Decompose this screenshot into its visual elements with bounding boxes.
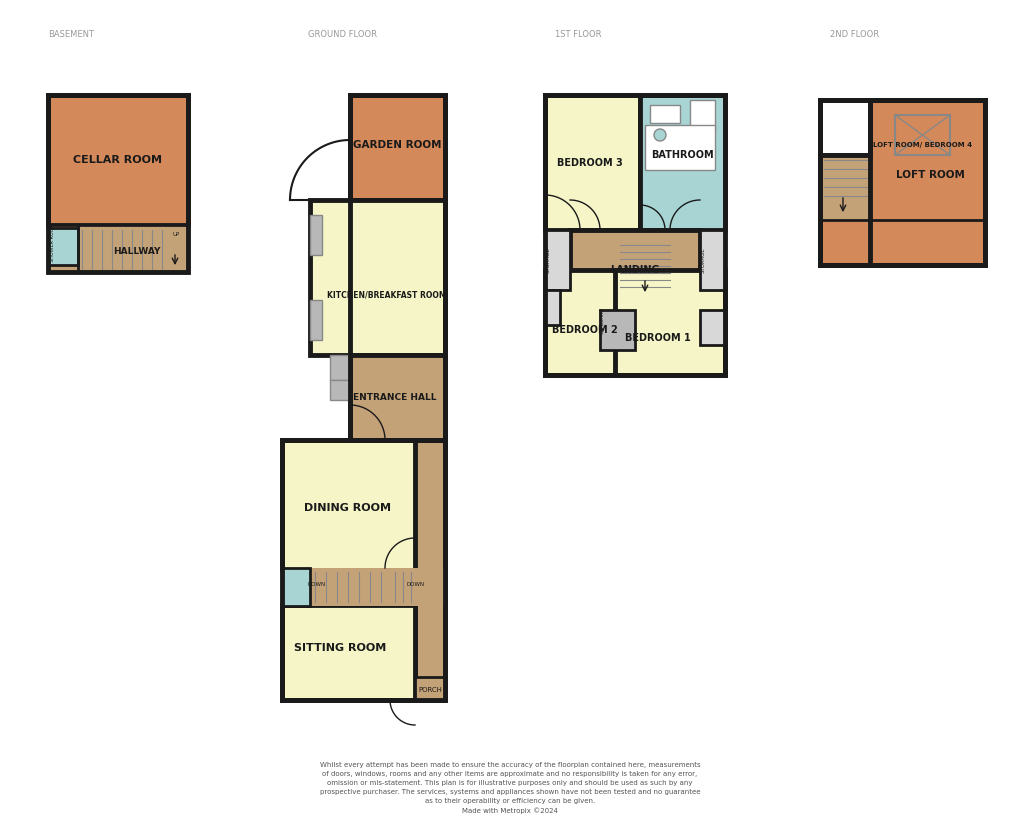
Bar xyxy=(330,355,350,380)
Bar xyxy=(281,568,444,606)
Bar xyxy=(894,115,949,155)
Bar xyxy=(350,95,444,200)
Bar xyxy=(544,95,639,230)
Bar xyxy=(350,95,444,440)
Text: DOWN: DOWN xyxy=(407,583,425,588)
Bar xyxy=(570,230,699,310)
Bar xyxy=(644,125,714,170)
Bar xyxy=(819,155,984,265)
Text: BATHROOM: BATHROOM xyxy=(650,150,712,160)
Bar xyxy=(48,225,187,272)
Circle shape xyxy=(653,129,665,141)
Text: HALLWAY: HALLWAY xyxy=(113,247,161,256)
Bar xyxy=(48,95,187,225)
Text: LOFT ROOM/ BEDROOM 4: LOFT ROOM/ BEDROOM 4 xyxy=(872,142,971,148)
Bar xyxy=(48,95,187,272)
Text: UP: UP xyxy=(172,233,179,237)
Text: DOWN: DOWN xyxy=(308,583,326,588)
Text: GARDEN ROOM: GARDEN ROOM xyxy=(353,140,441,150)
Bar xyxy=(281,440,444,700)
Bar xyxy=(819,155,869,220)
Bar xyxy=(819,100,984,265)
Bar xyxy=(819,155,869,220)
Bar xyxy=(599,310,635,350)
Bar xyxy=(281,440,444,570)
Text: CUPBOARD: CUPBOARD xyxy=(599,307,604,334)
Text: 1ST FLOOR: 1ST FLOOR xyxy=(554,30,601,39)
Bar xyxy=(544,95,725,375)
Bar xyxy=(544,270,639,375)
Bar xyxy=(699,230,725,290)
Text: BEDROOM 3: BEDROOM 3 xyxy=(556,158,623,168)
Bar xyxy=(639,95,725,230)
Text: KITCHEN/BREAKFAST ROOM: KITCHEN/BREAKFAST ROOM xyxy=(327,290,446,299)
Text: 2ND FLOOR: 2ND FLOOR xyxy=(829,30,878,39)
Bar xyxy=(48,228,77,265)
Bar xyxy=(281,568,310,606)
Text: BEDROOM 2: BEDROOM 2 xyxy=(551,325,618,335)
Bar xyxy=(350,355,444,440)
Text: DINING ROOM: DINING ROOM xyxy=(305,503,391,513)
Bar xyxy=(869,100,984,265)
Bar xyxy=(310,300,322,340)
Bar xyxy=(415,440,444,700)
Bar xyxy=(544,230,570,290)
Text: SITTING ROOM: SITTING ROOM xyxy=(293,643,386,653)
Text: STORAGE: STORAGE xyxy=(700,247,705,273)
Text: STORAGE: STORAGE xyxy=(545,247,550,273)
Text: PORCH: PORCH xyxy=(418,687,441,693)
Text: GROUND FLOOR: GROUND FLOOR xyxy=(308,30,377,39)
Text: BASEMENT: BASEMENT xyxy=(48,30,94,39)
Bar xyxy=(415,677,444,700)
Bar xyxy=(649,105,680,123)
Text: CELLAR ROOM: CELLAR ROOM xyxy=(73,155,162,165)
Text: Whilst every attempt has been made to ensure the accuracy of the floorplan conta: Whilst every attempt has been made to en… xyxy=(319,762,700,814)
Bar xyxy=(689,100,714,130)
Bar xyxy=(281,605,415,700)
Text: SHOWER ROOM: SHOWER ROOM xyxy=(50,224,55,262)
Bar xyxy=(350,95,444,440)
Text: LOFT ROOM: LOFT ROOM xyxy=(895,170,964,180)
Bar xyxy=(310,200,444,355)
Text: LANDING: LANDING xyxy=(609,265,659,275)
Bar xyxy=(330,380,350,400)
Bar xyxy=(310,215,322,255)
Text: ENTRANCE HALL: ENTRANCE HALL xyxy=(353,393,436,402)
Bar xyxy=(699,310,725,345)
Bar xyxy=(819,220,984,265)
Text: BEDROOM 1: BEDROOM 1 xyxy=(625,333,690,343)
Bar xyxy=(614,270,725,375)
Bar xyxy=(819,100,984,265)
Bar xyxy=(544,290,559,325)
